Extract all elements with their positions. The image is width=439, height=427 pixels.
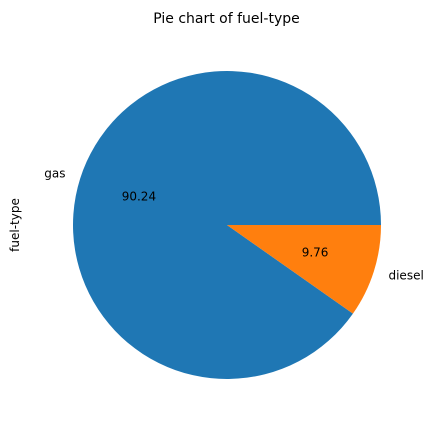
slice-label-gas: gas bbox=[44, 166, 65, 180]
slice-pct-label-gas: 90.24 bbox=[122, 190, 156, 204]
chart-title: Pie chart of fuel-type bbox=[153, 11, 300, 27]
pie-slice-diesel bbox=[227, 225, 381, 314]
slice-pct-label-diesel: 9.76 bbox=[302, 245, 329, 259]
slice-label-diesel: diesel bbox=[388, 269, 423, 283]
pie-slice-gas bbox=[73, 71, 382, 380]
pie-labels: gas 90.24 diesel 9.76 bbox=[44, 166, 424, 282]
pie-slices bbox=[73, 71, 382, 380]
y-axis-label: fuel-type bbox=[8, 198, 22, 252]
